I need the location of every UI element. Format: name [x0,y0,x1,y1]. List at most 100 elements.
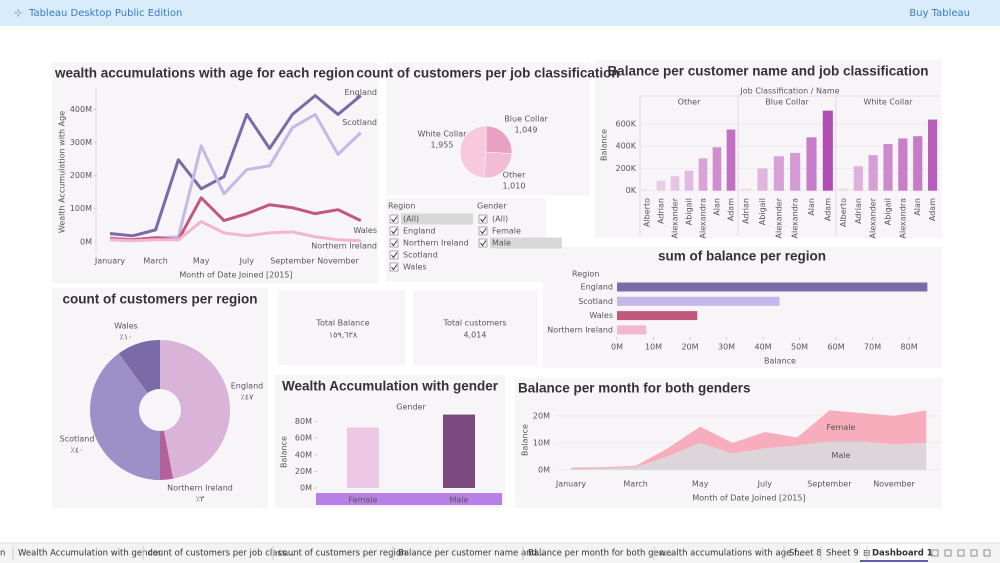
x-tick-label: Alberto [839,198,848,227]
filter-option[interactable]: Northern Ireland [403,239,469,248]
series-label: Scotland [342,118,377,127]
filter-option[interactable]: (All) [403,215,419,224]
series-label: Wales [353,226,377,235]
bar [617,325,647,335]
series-label: Male [832,451,851,460]
bar [773,156,784,191]
x-tick-label: Male [450,496,469,505]
chart-title: Balance per month for both genders [518,381,751,396]
sheet-tab[interactable]: Balance per customer name and... [398,549,545,559]
checkbox[interactable] [389,226,399,236]
tab-tool-icon[interactable] [957,549,965,557]
chart-title: Balance per customer name and job classi… [607,64,928,79]
x-tick-label: July [239,257,255,266]
filter-title: Region [388,202,415,211]
check-mark [391,264,398,271]
filter-title: Gender [477,202,507,211]
x-tick-label: Female [349,496,378,505]
checkbox[interactable] [389,262,399,272]
bar [617,282,928,292]
slice-value: 1,010 [503,182,526,191]
tab-tool-icon[interactable] [983,549,991,557]
x-tick-label: Alan [807,198,816,216]
chart-title: count of customers per region [62,292,257,307]
panel [413,290,538,365]
bar [822,110,833,191]
y-tick-label: 0M [80,237,92,246]
slice-label: Other [503,171,526,180]
checkbox[interactable] [478,214,488,224]
x-tick-label: 60M [828,343,845,352]
y-tick-label: 200M [70,171,92,180]
bar [698,158,708,191]
y-tick-label: 0M [300,484,312,493]
chart-title: sum of balance per region [658,249,826,264]
tab-tool-icon[interactable] [970,549,978,557]
category-strip [316,493,502,505]
kpi-label: Total customers [442,319,506,328]
bar [741,188,752,191]
bar [838,188,849,191]
x-tick-label: Adam [928,198,937,221]
kpi-value: ١٥٩,٦٣٨ [329,331,358,340]
bar [883,144,893,191]
bar [726,129,736,191]
column-header: Gender [396,403,426,412]
slice-value: 1,049 [515,126,538,135]
sheet-tab[interactable]: Sheet 8 [789,549,822,559]
y-tick-label: 400M [70,105,92,114]
x-tick-label: 80M [901,343,918,352]
filter-option[interactable]: England [403,227,435,236]
sheet-tab[interactable]: Dashboard 1 [872,549,933,559]
bar [656,180,666,191]
sheet-tab[interactable]: Sheet 9 [826,549,859,559]
y-tick-label: 0M [538,465,550,474]
bar [670,176,680,191]
bar [806,137,817,191]
x-tick-label: 40M [754,343,771,352]
slice-value: ٪٤٠ [71,446,84,455]
x-tick-label: Adrian [742,198,751,224]
filter-option[interactable]: Female [492,227,521,236]
check-mark [391,252,398,259]
option-highlight [490,237,562,249]
checkbox[interactable] [389,250,399,260]
slice-label: Scotland [60,435,95,444]
y-tick-label: England [581,283,613,292]
checkbox[interactable] [478,238,488,248]
bar [642,189,652,191]
bar [617,311,698,321]
sheet-tab[interactable]: Balance per month for both gen... [528,549,672,559]
sheet-tab[interactable]: count of customers per region [278,549,406,559]
filter-option[interactable]: Male [492,239,511,248]
checkbox[interactable] [389,238,399,248]
checkbox[interactable] [478,226,488,236]
sheet-tab[interactable]: wealth accumulations with age f... [659,549,805,559]
chart-title: wealth accumulations with age for each r… [54,66,354,81]
y-tick-label: 20M [295,467,312,476]
x-tick-label: 20M [681,343,698,352]
bar [790,152,801,191]
tab-tool-icon[interactable] [944,549,952,557]
x-tick-label: Adrian [854,198,863,224]
x-tick-label: Alexandra [898,198,907,239]
y-tick-label: Scotland [578,297,613,306]
x-tick-label: May [692,480,709,489]
filter-option[interactable]: Wales [403,263,427,272]
tab-tool-icon[interactable] [931,549,939,557]
bar [712,147,722,191]
bar [347,427,379,488]
y-axis-label: Balance [521,424,530,456]
buy-button[interactable]: Buy Tableau [909,8,970,19]
bar [853,166,863,191]
filter-option[interactable]: (All) [492,215,508,224]
panel-header: Blue Collar [765,98,809,107]
filter-option[interactable]: Scotland [403,251,438,260]
checkbox[interactable] [389,214,399,224]
sheet-tab[interactable]: n [0,549,5,559]
x-tick-label: Adam [823,198,832,221]
sheet-tab[interactable]: count of customers per job class... [148,549,294,559]
sheet-tab[interactable]: Wealth Accumulation with gender [18,549,162,559]
x-axis-label: Month of Date Joined [2015] [692,494,805,503]
